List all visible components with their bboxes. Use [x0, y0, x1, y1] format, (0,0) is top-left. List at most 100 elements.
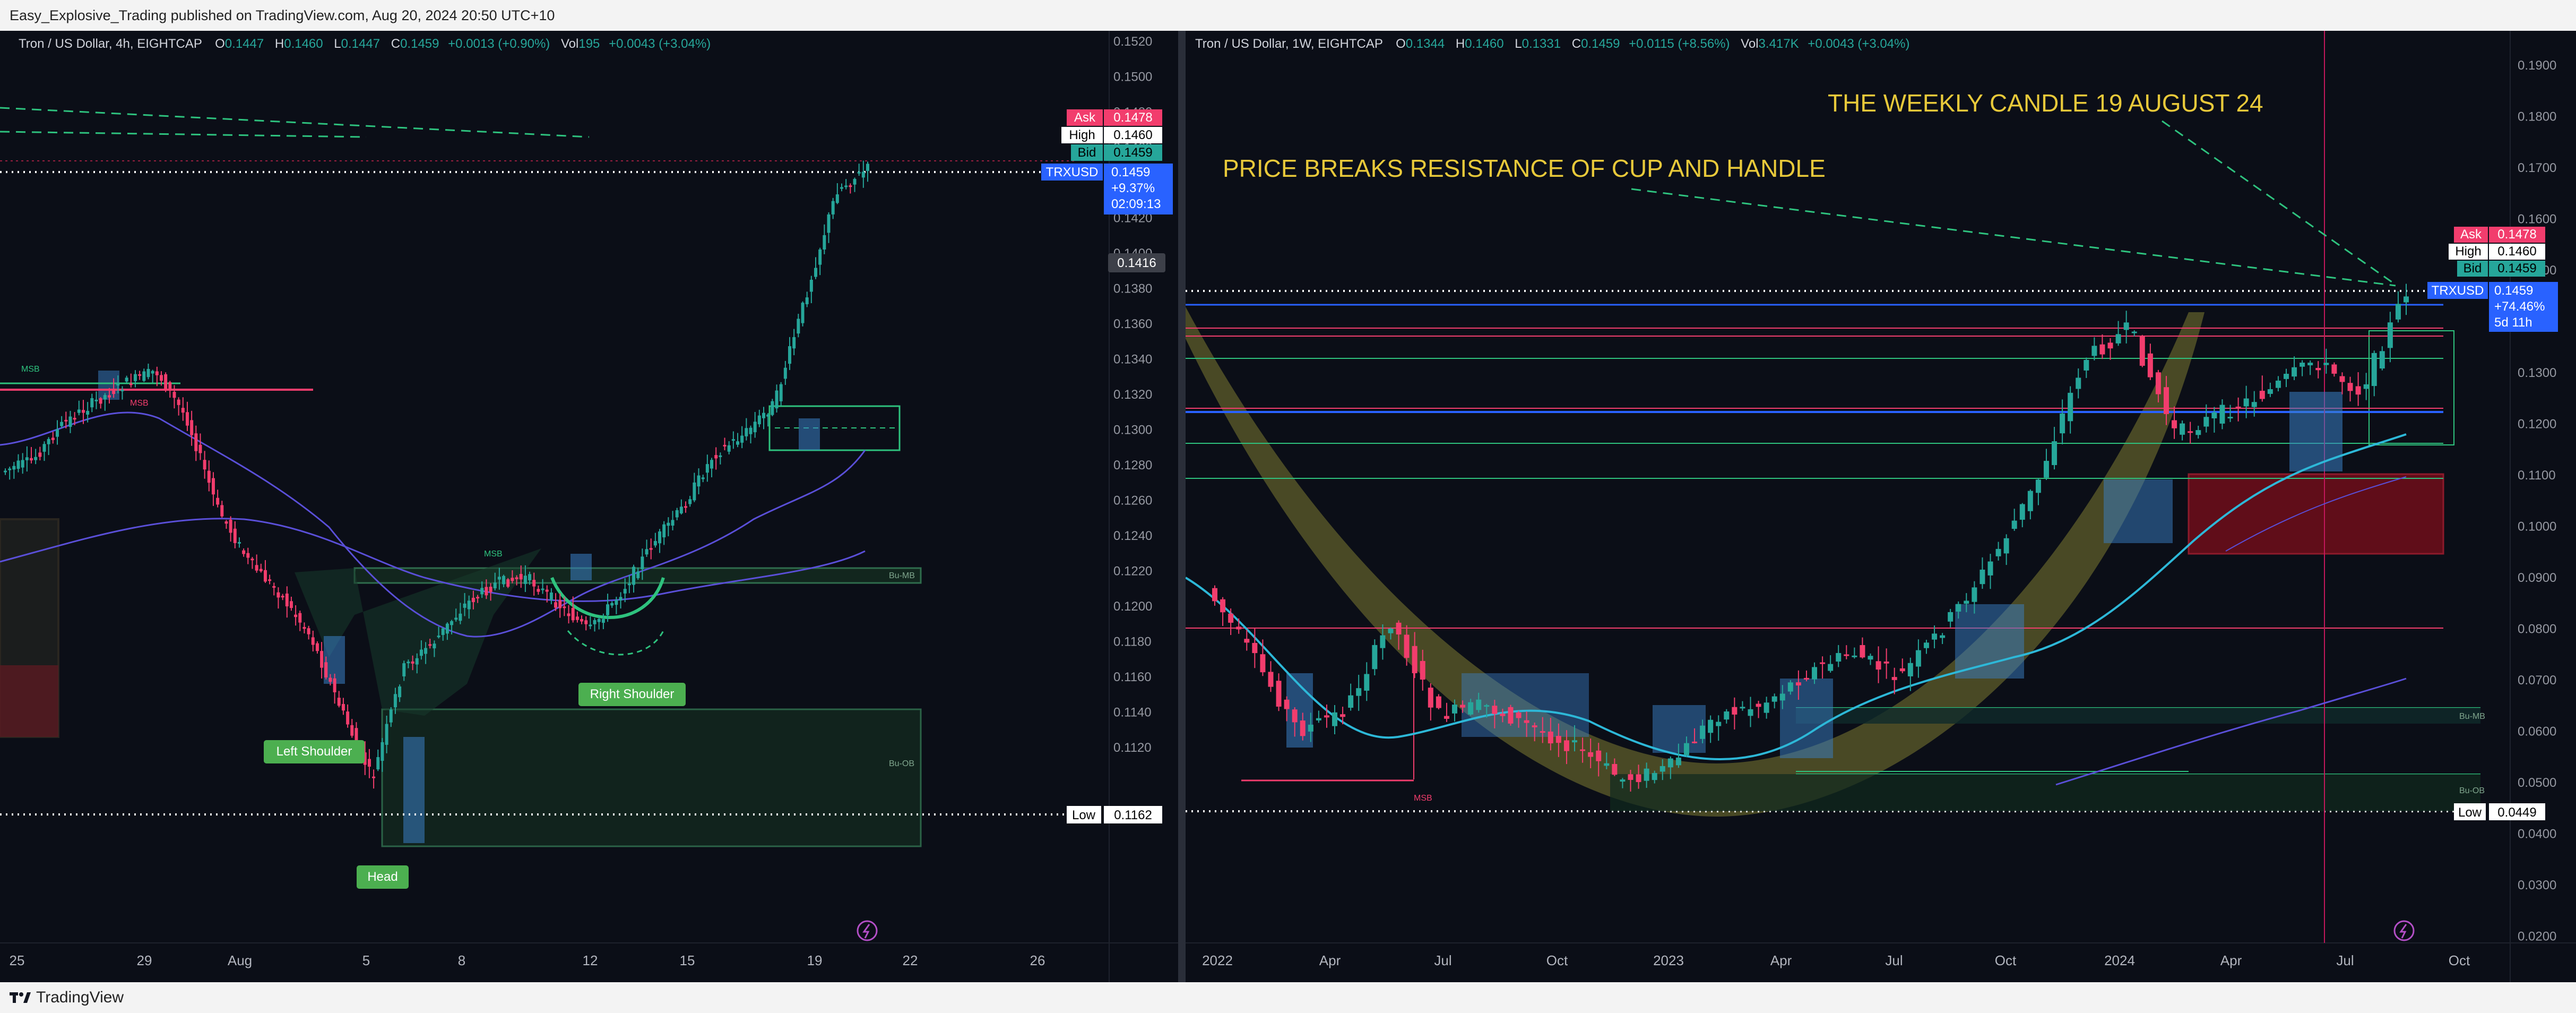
candle — [125, 377, 128, 382]
price-tick-label: 0.1300 — [1113, 423, 1152, 437]
lightning-icon[interactable] — [857, 920, 878, 941]
svg-text:0.1459: 0.1459 — [1111, 165, 1150, 179]
lightning-icon[interactable] — [2393, 920, 2415, 941]
panel-divider[interactable] — [1178, 31, 1186, 982]
candle — [493, 582, 497, 589]
price-tick-label: 0.1320 — [1113, 388, 1152, 402]
price-tick-label: 0.1180 — [1113, 635, 1152, 649]
time-tick-label: Oct — [1546, 952, 1568, 968]
time-tick-label: Apr — [1770, 952, 1792, 968]
price-tick-label: 0.1500 — [1113, 70, 1152, 84]
candle — [606, 604, 610, 615]
bu-ob-zone[interactable] — [381, 708, 922, 847]
tradingview-logo-icon[interactable] — [10, 991, 31, 1004]
candle — [94, 399, 98, 401]
price-tick-label: 0.1260 — [1113, 494, 1152, 508]
price-tick-label: 0.1140 — [1113, 706, 1152, 720]
candle — [762, 413, 766, 418]
candle — [459, 613, 462, 621]
candle — [1396, 622, 1402, 635]
candle — [146, 368, 150, 377]
candle — [549, 593, 553, 600]
time-axis-4h[interactable]: 25 29 Aug 5 8 12 15 19 22 26 — [10, 952, 1045, 968]
time-tick-label: Aug — [228, 952, 252, 968]
candle — [2003, 538, 2009, 554]
candle — [1500, 714, 1506, 716]
candle — [1596, 750, 1602, 761]
time-axis-1w[interactable]: 2022 Apr Jul Oct 2023 Apr Jul Oct 2024 Apr Jul Oct — [1202, 952, 2470, 968]
candle — [480, 588, 484, 595]
time-tick-label: Apr — [2220, 952, 2242, 968]
candle — [99, 398, 102, 404]
candle — [1779, 693, 1785, 701]
candle — [1891, 677, 1897, 680]
chart-4h-svg[interactable]: Bu-OB Bu-MB MSB MSB MSB Left Shoulder He… — [0, 31, 1178, 982]
svg-text:TRXUSD: TRXUSD — [1046, 165, 1099, 179]
price-tick-label: 0.0300 — [2518, 878, 2556, 892]
candle — [1979, 569, 1985, 585]
weekly-candle-annotation[interactable]: THE WEEKLY CANDLE 19 AUGUST 24 — [1828, 89, 2263, 117]
svg-text:0.1459: 0.1459 — [1113, 145, 1152, 160]
candle — [34, 457, 38, 460]
candle — [2052, 441, 2058, 465]
candle — [367, 759, 371, 767]
candle — [710, 460, 714, 469]
candle — [788, 346, 792, 364]
vp-box — [1462, 673, 1589, 737]
candle — [181, 408, 185, 413]
breakout-annotation[interactable]: PRICE BREAKS RESISTANCE OF CUP AND HANDL… — [1223, 154, 1826, 182]
candle — [1340, 714, 1346, 717]
candle — [1276, 681, 1282, 707]
candle — [1972, 587, 1977, 602]
candle — [2084, 359, 2089, 371]
price-tick-label: 0.1160 — [1113, 670, 1152, 684]
candle — [1476, 699, 1482, 710]
candle — [1468, 702, 1474, 715]
bu-mb-zone — [1796, 708, 2480, 724]
svg-text:Low: Low — [2458, 805, 2482, 820]
candle — [792, 337, 796, 349]
candle — [567, 613, 570, 616]
red-zone — [0, 665, 58, 737]
candle — [4, 470, 7, 473]
candle — [1716, 722, 1722, 726]
candle — [1828, 664, 1834, 671]
candle — [783, 367, 787, 379]
candle — [2219, 405, 2225, 424]
head-tag[interactable] — [357, 865, 409, 889]
candle — [1620, 779, 1626, 782]
candle — [333, 678, 336, 692]
candle — [203, 460, 206, 470]
left-shoulder-tag[interactable] — [264, 740, 365, 763]
candle — [610, 603, 614, 606]
candle — [1228, 613, 1234, 623]
candle — [866, 164, 869, 171]
candle — [2339, 376, 2345, 382]
svg-text:Ask: Ask — [1074, 110, 1096, 125]
time-tick-label: Oct — [1995, 952, 2017, 968]
bu-ob-label: Bu-OB — [889, 759, 914, 768]
candle — [1563, 740, 1569, 751]
candle — [1708, 719, 1714, 733]
candle — [558, 600, 562, 608]
candle — [1940, 635, 1946, 638]
candle — [2172, 420, 2177, 428]
candle — [497, 577, 501, 580]
chart-panel-1w[interactable]: Bu-MB Bu-OB MSB THE WEEKLY CANDLE 19 AUG… — [1186, 31, 2576, 982]
candle — [1492, 706, 1498, 714]
candles-1w — [1212, 284, 2409, 792]
candle — [849, 185, 852, 187]
time-tick-label: 5 — [362, 952, 370, 968]
chart-1w-svg[interactable]: Bu-MB Bu-OB MSB THE WEEKLY CANDLE 19 AUG… — [1186, 31, 2576, 982]
msb-label-2: MSB — [130, 399, 149, 408]
candle — [2035, 479, 2041, 493]
right-shoulder-tag[interactable] — [578, 683, 686, 706]
candle — [662, 524, 666, 538]
price-tick-label: 0.0900 — [2518, 571, 2556, 585]
candle — [1756, 703, 1761, 707]
chart-panel-4h[interactable]: Bu-OB Bu-MB MSB MSB MSB Left Shoulder He… — [0, 31, 1178, 982]
cup-band — [1186, 307, 2205, 817]
candle — [2235, 406, 2241, 409]
candle — [523, 576, 527, 584]
candle — [90, 398, 94, 408]
